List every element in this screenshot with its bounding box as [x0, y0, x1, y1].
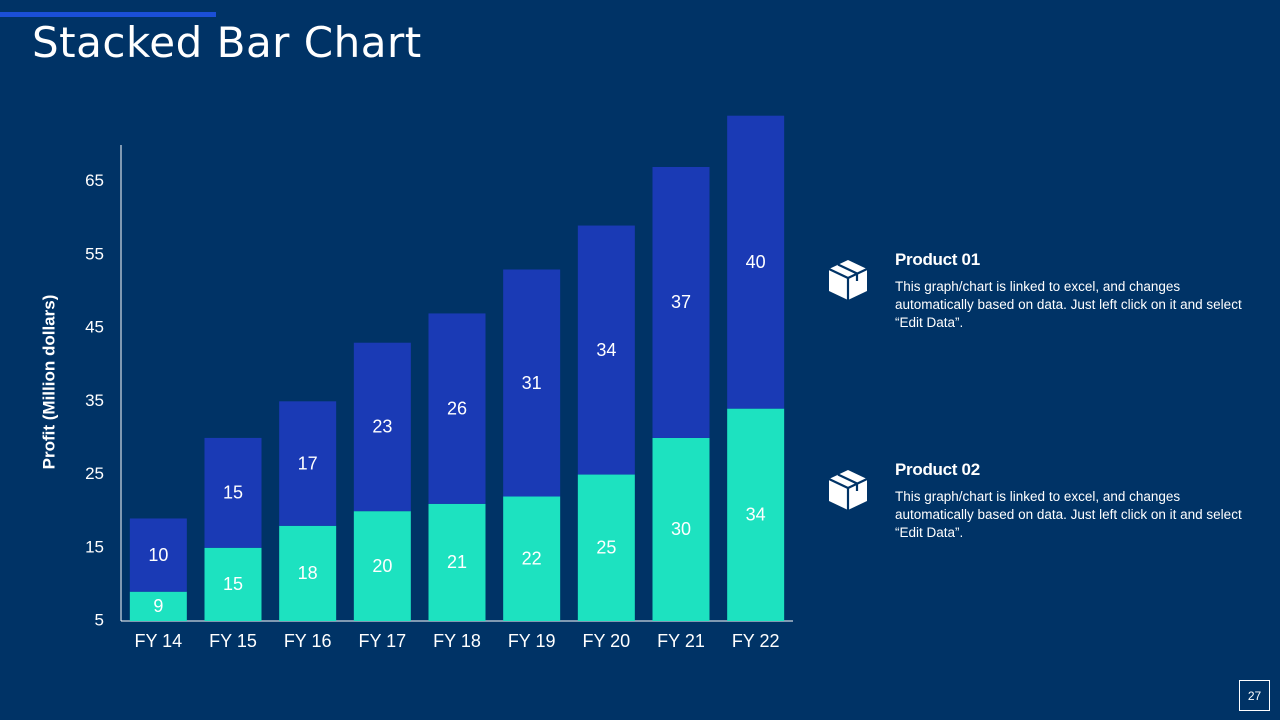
- bar-segment-product-01: [428, 313, 486, 504]
- data-label: 18: [298, 563, 318, 583]
- x-tick-label: FY 19: [508, 631, 556, 651]
- data-label: 26: [447, 398, 467, 418]
- title-accent-bar: [0, 12, 216, 17]
- x-tick-label: FY 21: [657, 631, 705, 651]
- bar-segment-product-02: [129, 591, 187, 621]
- bar-segment-product-01: [279, 401, 337, 526]
- data-label: 9: [153, 596, 163, 616]
- legend-description: This graph/chart is linked to excel, and…: [895, 489, 1242, 540]
- data-label: 22: [522, 549, 542, 569]
- y-tick-label: 55: [85, 244, 104, 263]
- bar-segment-product-01: [503, 269, 561, 497]
- legend-title: Product 02: [895, 460, 980, 479]
- bar-segment-product-01: [727, 115, 785, 409]
- data-label: 34: [596, 340, 616, 360]
- data-label: 40: [746, 252, 766, 272]
- slide-title: Stacked Bar Chart: [32, 18, 422, 67]
- data-label: 37: [671, 292, 691, 312]
- data-label: 34: [746, 505, 766, 525]
- bar-segment-product-02: [652, 437, 710, 621]
- x-tick-label: FY 18: [433, 631, 481, 651]
- legend-description: This graph/chart is linked to excel, and…: [895, 279, 1242, 330]
- y-tick-label: 5: [95, 610, 104, 629]
- data-label: 20: [372, 556, 392, 576]
- y-axis-label: Profit (Million dollars): [39, 295, 58, 470]
- y-tick-label: 15: [85, 537, 104, 556]
- data-label: 10: [148, 545, 168, 565]
- data-label: 23: [372, 417, 392, 437]
- package-box-icon: [828, 260, 868, 300]
- bar-segment-product-02: [727, 408, 785, 621]
- data-label: 21: [447, 552, 467, 572]
- page-number: 27: [1239, 680, 1270, 711]
- y-tick-label: 45: [85, 318, 104, 337]
- y-tick-label: 35: [85, 391, 104, 410]
- bar-segment-product-02: [353, 511, 411, 621]
- bar-segment-product-02: [503, 496, 561, 621]
- bar-segment-product-02: [428, 503, 486, 621]
- data-label: 15: [223, 574, 243, 594]
- data-label: 30: [671, 519, 691, 539]
- x-tick-label: FY 14: [134, 631, 182, 651]
- bar-segment-product-01: [577, 225, 635, 475]
- bar-segment-product-02: [279, 525, 337, 621]
- data-label: 25: [596, 538, 616, 558]
- x-tick-label: FY 17: [358, 631, 406, 651]
- bar-segment-product-02: [577, 474, 635, 621]
- data-label: 31: [522, 373, 542, 393]
- legend-title: Product 01: [895, 250, 980, 269]
- bar-segment-product-01: [353, 342, 411, 512]
- package-box-icon: [828, 470, 868, 510]
- data-label: 17: [298, 453, 318, 473]
- x-tick-label: FY 16: [284, 631, 332, 651]
- y-tick-label: 65: [85, 171, 104, 190]
- bar-segment-product-02: [204, 547, 262, 621]
- data-label: 15: [223, 483, 243, 503]
- x-tick-label: FY 20: [582, 631, 630, 651]
- bar-segment-product-01: [652, 166, 710, 438]
- bar-segment-product-01: [129, 518, 187, 592]
- y-tick-label: 25: [85, 464, 104, 483]
- bar-segment-product-01: [204, 437, 262, 548]
- x-tick-label: FY 15: [209, 631, 257, 651]
- x-tick-label: FY 22: [732, 631, 780, 651]
